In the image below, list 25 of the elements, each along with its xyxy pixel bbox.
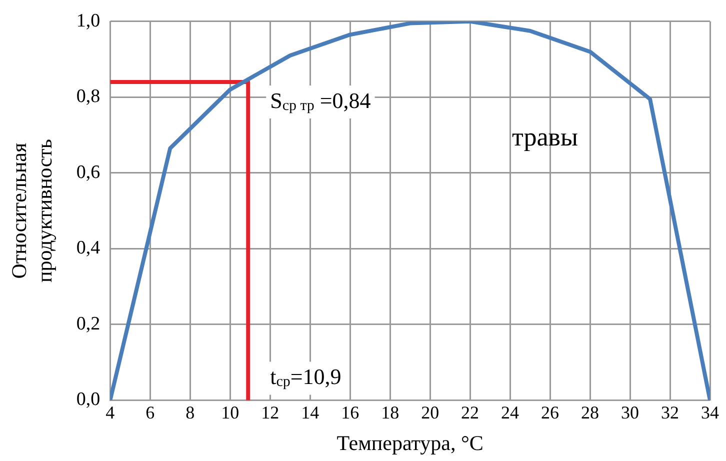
x-tick-label: 32 bbox=[661, 402, 680, 423]
x-tick-label: 14 bbox=[301, 402, 320, 423]
x-tick-label: 18 bbox=[381, 402, 400, 423]
y-tick-label: 1,0 bbox=[76, 10, 100, 32]
x-tick-label: 24 bbox=[501, 402, 520, 423]
x-tick-label: 26 bbox=[541, 402, 560, 423]
x-tick-label: 12 bbox=[261, 402, 280, 423]
x-tick-label: 22 bbox=[461, 402, 480, 423]
x-tick-label: 4 bbox=[106, 402, 115, 423]
x-axis-title: Температура, °C bbox=[336, 430, 484, 455]
annotation: травы bbox=[512, 122, 578, 152]
y-tick-label: 0,6 bbox=[76, 162, 100, 183]
x-tick-label: 6 bbox=[146, 402, 155, 423]
x-tick-label: 10 bbox=[221, 402, 240, 423]
x-tick-label: 8 bbox=[186, 402, 195, 423]
y-tick-label: 0,4 bbox=[76, 238, 101, 259]
y-tick-label: 0,0 bbox=[76, 389, 100, 410]
x-tick-label: 34 bbox=[701, 402, 719, 423]
y-tick-label: 0,2 bbox=[76, 313, 100, 334]
y-tick-label: 0,8 bbox=[76, 86, 100, 108]
y-axis-title: Относительная продуктивность bbox=[7, 139, 56, 283]
x-tick-label: 28 bbox=[581, 402, 600, 423]
x-tick-label: 30 bbox=[621, 402, 640, 423]
x-tick-label: 20 bbox=[421, 402, 440, 423]
x-tick-label: 16 bbox=[341, 402, 360, 423]
